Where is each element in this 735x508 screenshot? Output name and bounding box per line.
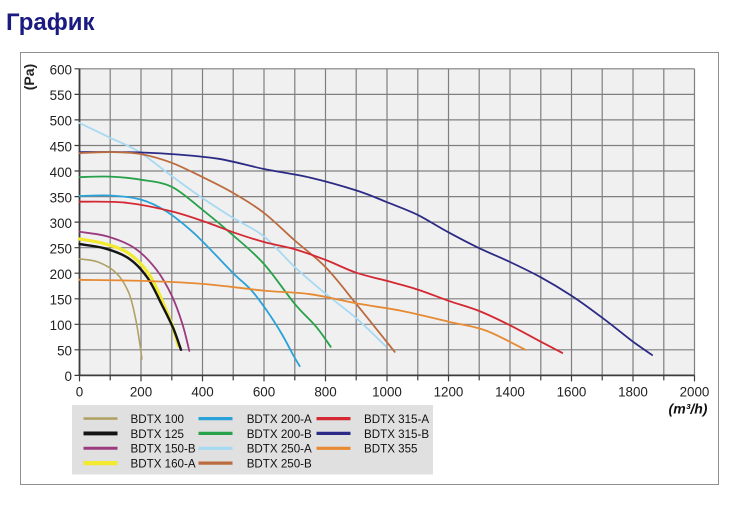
svg-text:250: 250	[50, 242, 72, 257]
svg-text:500: 500	[50, 114, 72, 129]
svg-text:100: 100	[50, 318, 72, 333]
svg-text:BDTX 250-A: BDTX 250-A	[247, 443, 312, 456]
svg-text:(Pa): (Pa)	[21, 64, 37, 90]
svg-text:BDTX 200-B: BDTX 200-B	[247, 428, 312, 441]
svg-text:0: 0	[65, 369, 72, 384]
svg-text:400: 400	[50, 165, 72, 180]
svg-text:BDTX 355: BDTX 355	[364, 443, 418, 456]
svg-text:550: 550	[50, 88, 72, 103]
svg-text:BDTX 250-B: BDTX 250-B	[247, 458, 312, 471]
svg-text:200: 200	[50, 267, 72, 282]
svg-text:150: 150	[50, 293, 72, 308]
svg-text:800: 800	[314, 385, 336, 400]
svg-text:400: 400	[191, 385, 213, 400]
svg-text:200: 200	[130, 385, 152, 400]
svg-text:600: 600	[50, 63, 72, 78]
svg-text:1800: 1800	[618, 385, 648, 400]
svg-text:BDTX 100: BDTX 100	[131, 413, 185, 426]
svg-text:2000: 2000	[680, 385, 710, 400]
svg-text:BDTX 160-A: BDTX 160-A	[131, 458, 196, 471]
svg-text:300: 300	[50, 216, 72, 231]
svg-text:BDTX 200-A: BDTX 200-A	[247, 413, 312, 426]
svg-text:1000: 1000	[372, 385, 402, 400]
svg-text:BDTX 315-B: BDTX 315-B	[364, 428, 429, 441]
svg-text:50: 50	[57, 344, 72, 359]
svg-text:BDTX 125: BDTX 125	[131, 428, 185, 441]
svg-text:1200: 1200	[434, 385, 464, 400]
svg-text:1600: 1600	[557, 385, 587, 400]
svg-text:350: 350	[50, 190, 72, 205]
svg-text:(m³/h): (m³/h)	[669, 401, 708, 417]
svg-text:BDTX 150-B: BDTX 150-B	[131, 443, 196, 456]
svg-text:1400: 1400	[495, 385, 525, 400]
svg-text:600: 600	[253, 385, 275, 400]
svg-text:BDTX 315-A: BDTX 315-A	[364, 413, 429, 426]
svg-text:450: 450	[50, 139, 72, 154]
svg-text:0: 0	[76, 385, 83, 400]
